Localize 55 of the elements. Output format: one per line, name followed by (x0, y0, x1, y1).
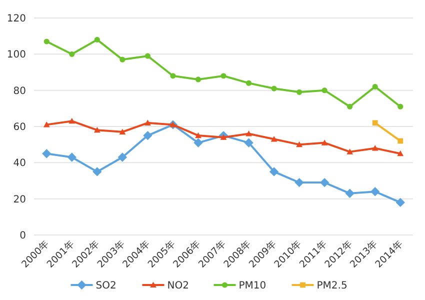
point (294, 178, 304, 188)
point (396, 198, 405, 208)
point (397, 150, 404, 156)
point (246, 130, 252, 136)
legend-label: NO2 (167, 280, 189, 292)
point (246, 80, 252, 86)
point (43, 121, 50, 128)
point (347, 104, 353, 110)
point (69, 51, 75, 57)
point (370, 187, 380, 196)
point (144, 120, 151, 126)
point (195, 76, 202, 82)
point (92, 167, 102, 176)
point (94, 126, 100, 133)
y-tick-label: 20 (13, 194, 26, 206)
point (398, 104, 404, 110)
y-tick-label: 0 (20, 230, 26, 242)
point (270, 136, 278, 142)
legend-label: PM10 (238, 280, 266, 292)
point (346, 148, 354, 154)
point (170, 73, 176, 79)
point (120, 56, 126, 62)
point (244, 138, 254, 148)
y-tick-label: 100 (6, 50, 26, 61)
point (42, 149, 52, 158)
point (119, 128, 126, 134)
point (296, 141, 302, 148)
point (320, 178, 330, 188)
legend-label: SO2 (96, 280, 116, 292)
point (220, 73, 226, 79)
point (322, 88, 328, 94)
point (195, 132, 202, 138)
legend-label: PM2.5 (316, 280, 348, 292)
y-tick-label: 120 (6, 14, 26, 24)
point (372, 84, 378, 90)
point (67, 152, 76, 162)
point (345, 188, 354, 198)
point (271, 86, 277, 92)
point (372, 120, 378, 126)
point (44, 38, 50, 44)
point (144, 53, 150, 59)
point (143, 130, 152, 140)
point (398, 138, 404, 144)
point (94, 36, 100, 42)
point (118, 152, 128, 162)
point (372, 145, 378, 151)
y-tick-label: 40 (13, 158, 26, 170)
point (296, 89, 302, 95)
point (194, 138, 203, 148)
point (220, 134, 227, 140)
y-tick-label: 80 (13, 86, 26, 97)
point (68, 118, 76, 124)
point (269, 167, 279, 176)
point (321, 140, 328, 146)
y-tick-label: 60 (13, 122, 26, 133)
